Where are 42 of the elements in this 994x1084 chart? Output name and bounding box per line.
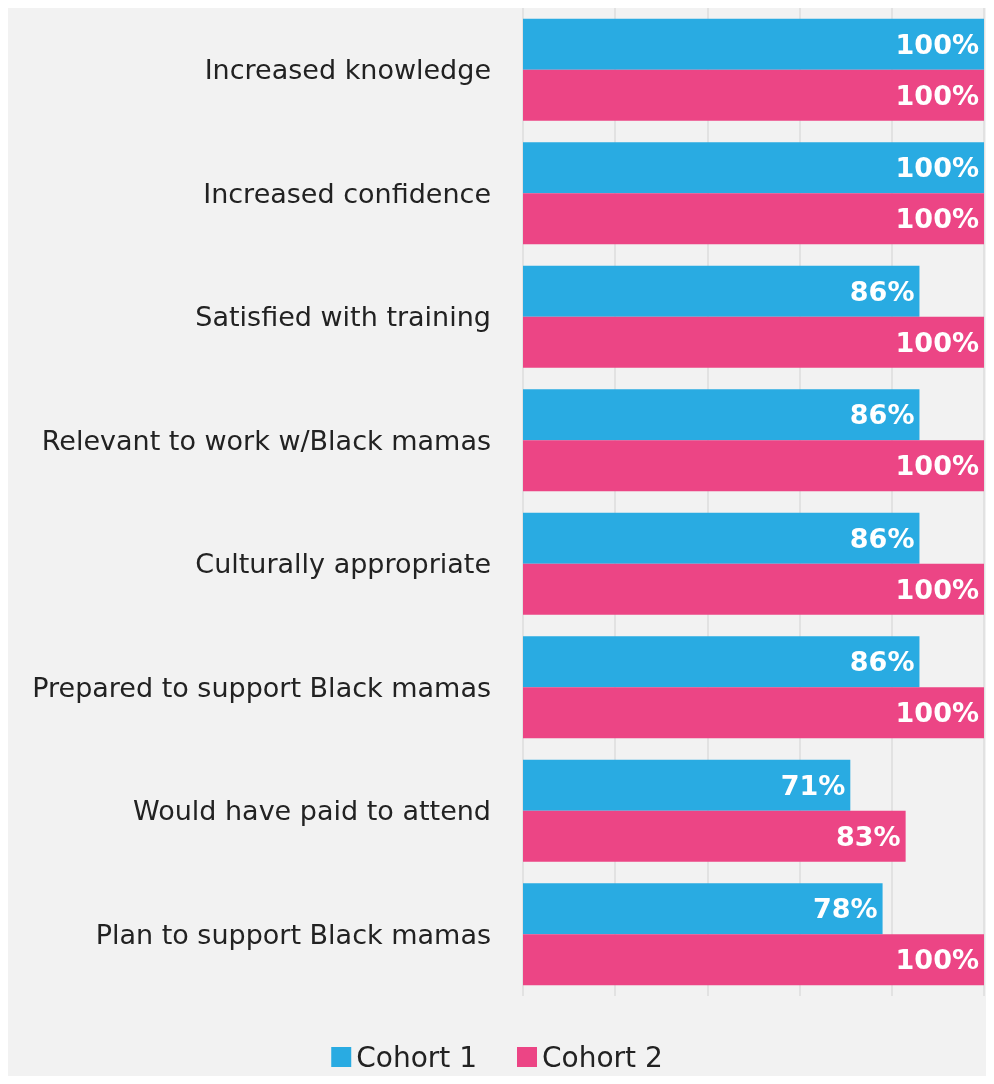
data-label: 100% [895, 573, 979, 605]
data-label: 83% [835, 820, 901, 852]
y-tick-label: Increased knowledge [204, 54, 491, 86]
bar [523, 389, 920, 441]
legend-label: Cohort 1 [356, 1040, 477, 1074]
data-label: 100% [895, 944, 979, 976]
data-label: 100% [895, 326, 979, 358]
bar [523, 69, 984, 121]
bar [523, 142, 984, 194]
data-label: 100% [895, 203, 979, 235]
bar [523, 759, 851, 811]
bar [523, 636, 920, 688]
data-label: 86% [849, 646, 915, 678]
y-tick-label: Relevant to work w/Black mamas [41, 424, 491, 456]
data-label: 100% [895, 450, 979, 482]
legend-label: Cohort 2 [542, 1040, 663, 1074]
y-tick-label: Satisfied with training [195, 301, 491, 333]
y-tick-label: Would have paid to attend [133, 795, 491, 827]
data-label: 100% [895, 152, 979, 184]
bar [523, 265, 920, 317]
bar [523, 512, 920, 564]
bar [523, 934, 984, 986]
data-label: 86% [849, 399, 915, 431]
data-label: 71% [780, 769, 846, 801]
bar [523, 18, 984, 70]
y-tick-label: Culturally appropriate [195, 548, 491, 580]
data-label: 100% [895, 79, 979, 111]
data-label: 78% [812, 893, 878, 925]
data-label: 86% [849, 522, 915, 554]
data-label: 86% [849, 275, 915, 307]
bar [523, 883, 883, 935]
y-tick-label: Plan to support Black mamas [95, 918, 491, 950]
data-label: 100% [895, 28, 979, 60]
bar [523, 810, 906, 862]
bar [523, 440, 984, 492]
bar [523, 193, 984, 245]
y-tick-label: Prepared to support Black mamas [32, 671, 491, 703]
data-label: 100% [895, 697, 979, 729]
bar [523, 316, 984, 368]
y-tick-label: Increased confidence [203, 177, 491, 209]
bar [523, 563, 984, 615]
bar [523, 687, 984, 739]
